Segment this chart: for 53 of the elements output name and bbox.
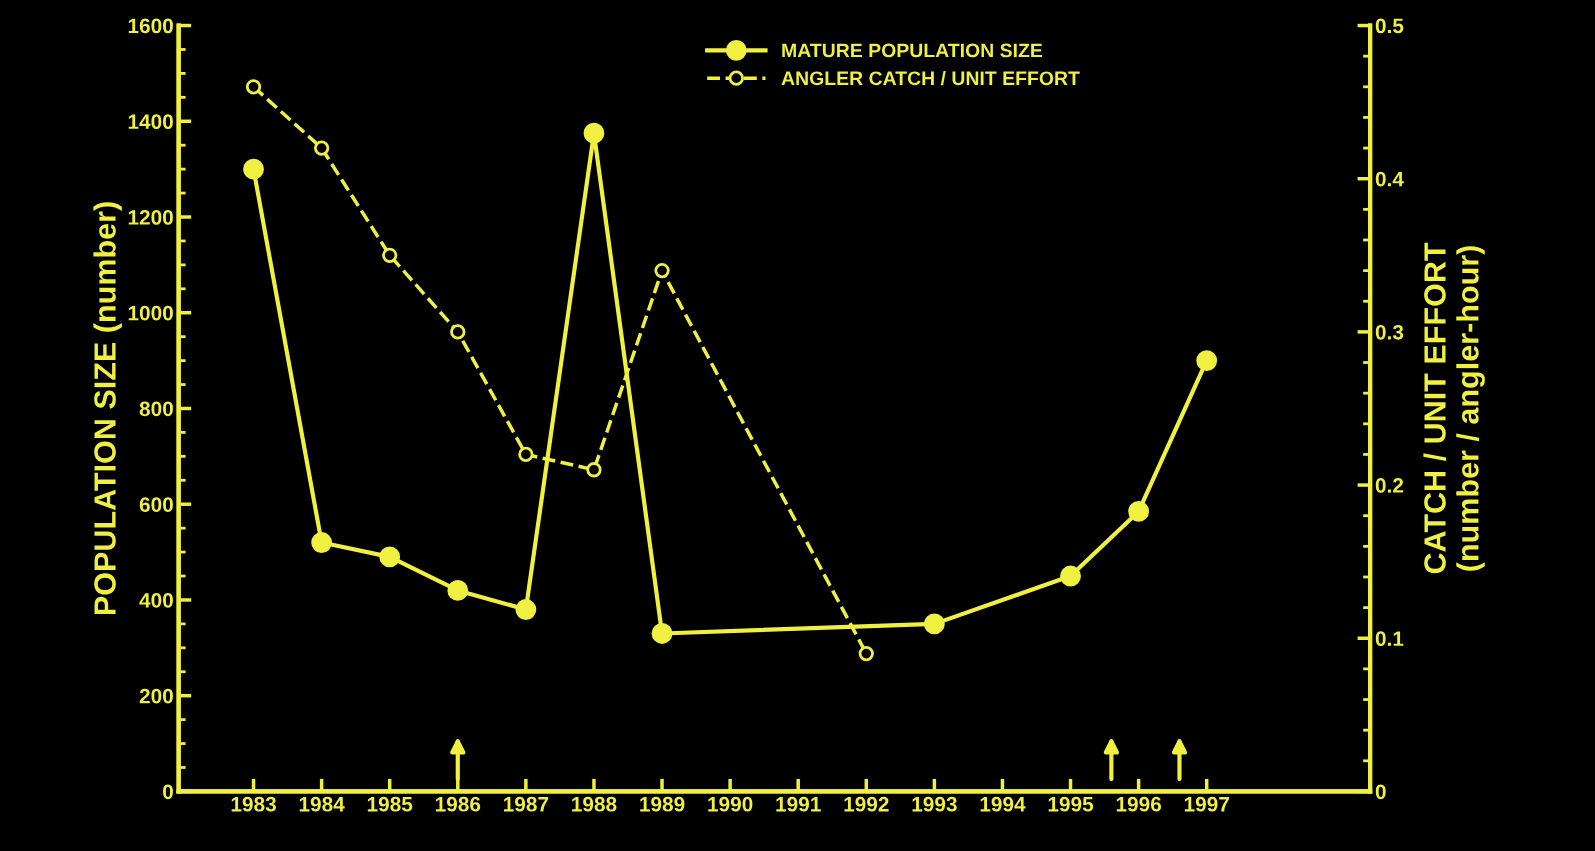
x-tick-label: 1986 [435,796,481,812]
point [1060,565,1081,587]
point [1128,500,1150,522]
point [654,262,670,279]
y-axis-title: POPULATION SIZE (number) [93,202,122,615]
x-tick-label: 1984 [299,796,345,812]
x-tick-label: 1995 [1048,796,1094,812]
y2-tick-label: 0.1 [1375,631,1404,646]
x-tick-label: 1990 [708,796,753,812]
legend-label: MATURE POPULATION SIZE [782,43,1043,58]
x-tick-label: 1983 [231,796,276,812]
y2-tick-label: 0.3 [1375,324,1404,340]
x-tick-label: 1992 [844,796,889,812]
point [243,158,264,180]
point [379,546,401,568]
point [651,623,673,644]
x-tick-label: 1987 [504,796,549,812]
x-tick-label: 1994 [980,796,1026,812]
y2-tick-label: 0.4 [1375,171,1404,187]
point [313,140,330,156]
x-tick-label: 1989 [640,796,685,812]
x-tick-label: 1985 [367,796,413,812]
y-tick-label: 1400 [128,114,173,130]
x-tick-label: 1991 [776,796,821,812]
y-tick-label: 600 [139,497,173,512]
y2-tick-label: 0 [1375,784,1386,800]
point [450,324,466,340]
y-tick-label: 800 [139,401,173,417]
legend-label: ANGLER CATCH / UNIT EFFORT [781,70,1080,86]
y2-tick-label: 0.2 [1375,478,1404,493]
point [515,599,537,620]
x-tick-label: 1996 [1116,796,1162,812]
y-tick-label: 1000 [128,305,173,321]
y-tick-label: 200 [139,688,173,704]
y-tick-label: 0 [163,784,173,800]
y2-tick-label: 0.5 [1375,18,1404,34]
y2-axis-title: CATCH / UNIT EFFORT (number / angler-hour) [1423,242,1485,574]
point [311,532,333,553]
point [245,79,262,95]
point [1196,350,1218,372]
x-tick-label: 1993 [912,796,957,812]
point [586,462,602,478]
x-tick-label: 1988 [572,796,617,812]
point [382,247,398,263]
point [858,645,874,662]
y-tick-label: 400 [139,592,173,608]
point [518,446,534,463]
point [923,613,945,635]
x-tick-label: 1997 [1184,796,1229,812]
point [583,122,605,144]
point [447,579,469,601]
y-tick-label: 1200 [128,210,173,225]
y-tick-label: 1600 [128,18,173,34]
